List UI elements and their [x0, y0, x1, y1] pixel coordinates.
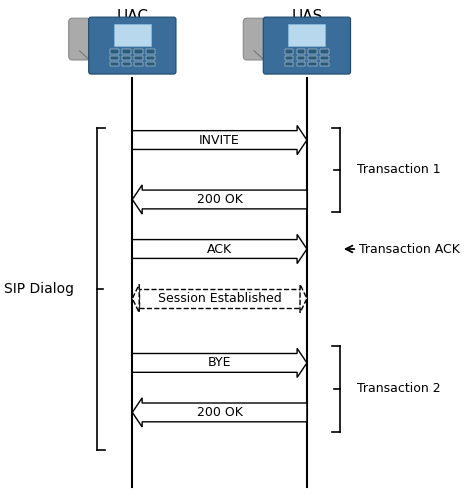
FancyBboxPatch shape: [134, 49, 143, 54]
Polygon shape: [132, 398, 307, 427]
Polygon shape: [132, 125, 307, 155]
FancyBboxPatch shape: [146, 62, 155, 66]
Polygon shape: [132, 235, 307, 263]
FancyBboxPatch shape: [122, 56, 131, 60]
FancyBboxPatch shape: [134, 56, 143, 60]
FancyBboxPatch shape: [243, 18, 265, 60]
Polygon shape: [300, 284, 307, 313]
Polygon shape: [132, 348, 307, 377]
Text: Session Established: Session Established: [158, 292, 282, 305]
FancyBboxPatch shape: [284, 56, 293, 60]
Text: Transaction ACK: Transaction ACK: [359, 243, 460, 255]
FancyBboxPatch shape: [309, 62, 317, 66]
FancyBboxPatch shape: [122, 49, 131, 54]
FancyBboxPatch shape: [320, 62, 329, 66]
FancyBboxPatch shape: [288, 24, 326, 45]
FancyBboxPatch shape: [146, 56, 155, 60]
Text: SIP Dialog: SIP Dialog: [4, 281, 73, 296]
FancyBboxPatch shape: [263, 17, 351, 74]
FancyBboxPatch shape: [320, 56, 329, 60]
Text: ACK: ACK: [207, 243, 232, 255]
FancyBboxPatch shape: [309, 49, 317, 54]
FancyBboxPatch shape: [110, 62, 119, 66]
FancyBboxPatch shape: [284, 49, 293, 54]
Text: UAS: UAS: [291, 8, 323, 24]
FancyBboxPatch shape: [297, 49, 305, 54]
FancyBboxPatch shape: [297, 56, 305, 60]
FancyBboxPatch shape: [89, 17, 176, 74]
Polygon shape: [132, 284, 139, 313]
Text: Transaction 2: Transaction 2: [357, 382, 441, 395]
FancyBboxPatch shape: [146, 49, 155, 54]
FancyBboxPatch shape: [110, 49, 119, 54]
FancyBboxPatch shape: [134, 62, 143, 66]
Text: UAC: UAC: [116, 8, 148, 24]
FancyBboxPatch shape: [122, 62, 131, 66]
Text: Transaction 1: Transaction 1: [357, 163, 441, 176]
FancyBboxPatch shape: [139, 289, 300, 308]
Polygon shape: [132, 185, 307, 214]
Text: INVITE: INVITE: [199, 133, 240, 146]
FancyBboxPatch shape: [284, 62, 293, 66]
FancyBboxPatch shape: [110, 56, 119, 60]
Text: 200 OK: 200 OK: [197, 406, 243, 419]
Text: BYE: BYE: [208, 357, 231, 370]
FancyBboxPatch shape: [320, 49, 329, 54]
FancyBboxPatch shape: [114, 24, 151, 45]
Text: 200 OK: 200 OK: [197, 193, 243, 206]
FancyBboxPatch shape: [309, 56, 317, 60]
FancyBboxPatch shape: [69, 18, 90, 60]
FancyBboxPatch shape: [297, 62, 305, 66]
